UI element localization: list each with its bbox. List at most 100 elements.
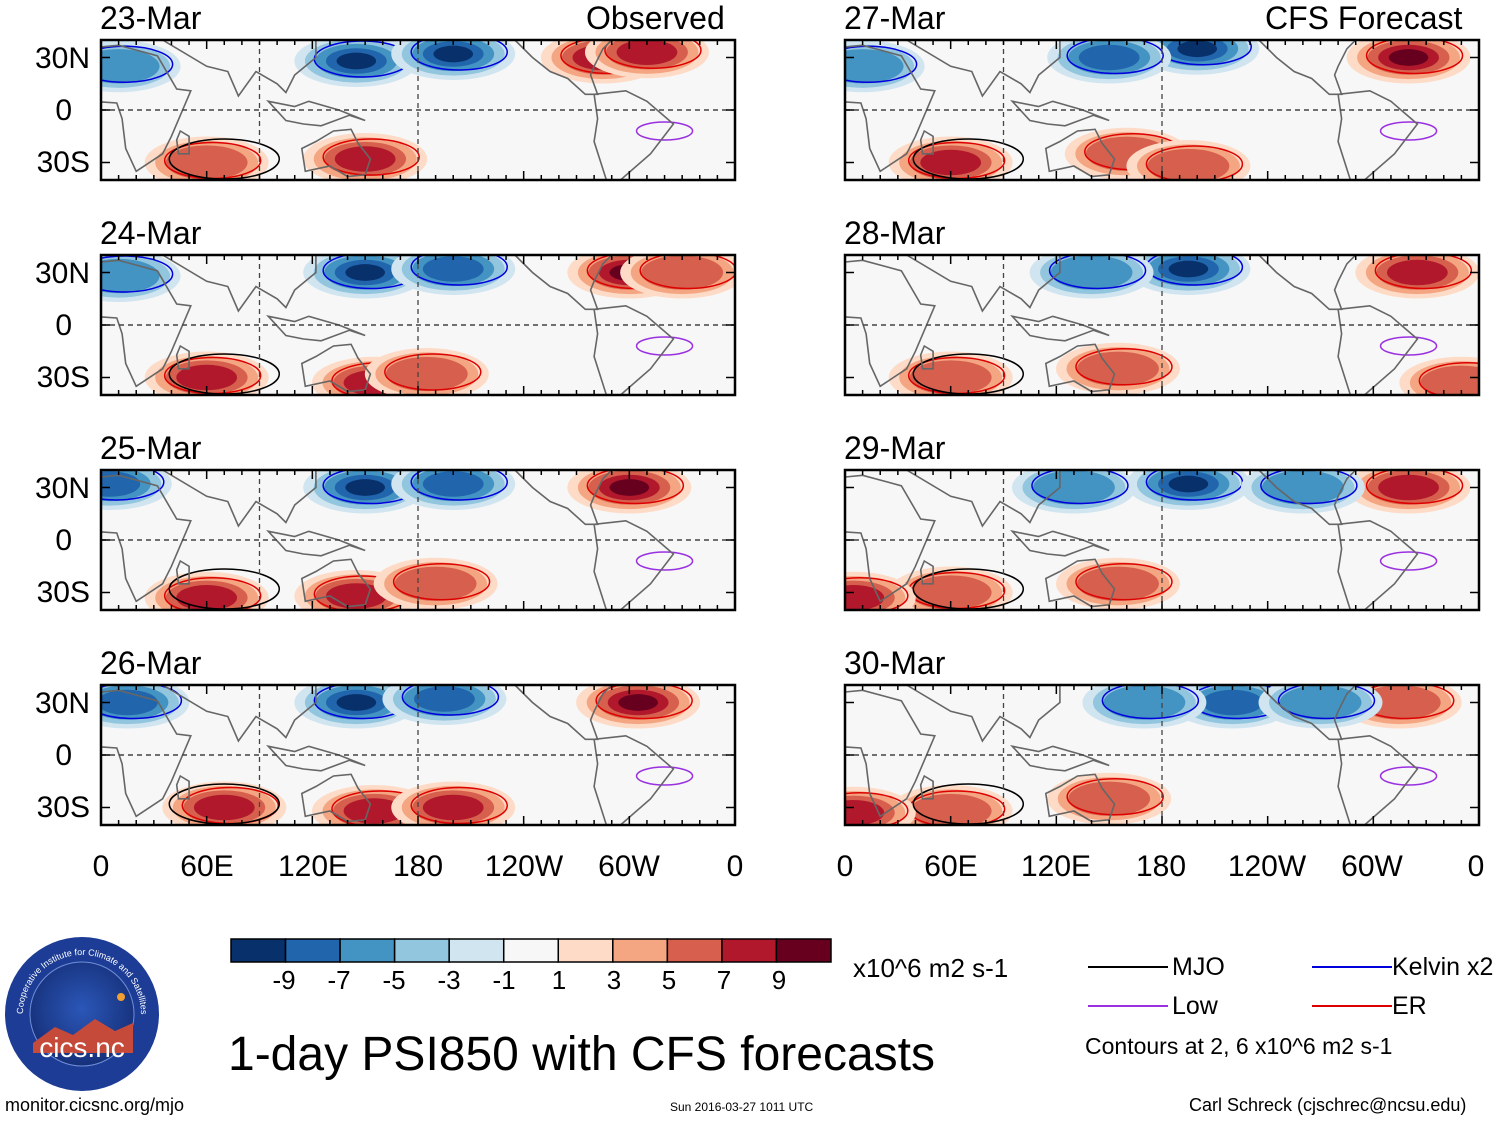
- psi-anomaly-level: [1378, 474, 1439, 501]
- wave-contour: [322, 138, 420, 176]
- psi-anomaly-level: [1078, 44, 1140, 71]
- xtick-right-120e: 120E: [1020, 850, 1092, 883]
- ytick-30s-row2: 30S: [36, 576, 90, 609]
- legend-label-er: ER: [1392, 992, 1427, 1020]
- psi-anomaly-level: [193, 794, 255, 821]
- psi-anomaly-level: [385, 356, 468, 392]
- asia-outline: [905, 470, 1061, 528]
- psi-anomaly-level: [1103, 685, 1186, 720]
- footer-timestamp: Sun 2016-03-27 1011 UTC: [670, 1100, 814, 1114]
- wave-contour: [1075, 563, 1173, 601]
- panel-date-1-2: 29-Mar: [844, 430, 946, 466]
- africa-outline: [845, 474, 936, 603]
- wave-contour: [410, 470, 508, 501]
- wave-contour: [101, 470, 165, 501]
- wave-contour: [410, 786, 508, 825]
- maritime-continent-outline: [266, 100, 366, 127]
- units-label: x10^6 m2 s-1: [853, 953, 1009, 983]
- south-america-outline: [1337, 89, 1419, 180]
- legend-line-er: [1312, 1005, 1392, 1007]
- logo-sun: [117, 993, 125, 1001]
- ytick-30n-row1: 30N: [34, 257, 90, 290]
- psi-anomaly-level: [1077, 566, 1159, 601]
- africa-outline: [845, 44, 936, 173]
- xtick-left-0: 0: [92, 850, 110, 883]
- low-contour: [635, 551, 694, 571]
- panel-30-Mar: [843, 683, 1481, 827]
- north-america-outline: [513, 40, 613, 96]
- psi-anomaly-level: [176, 585, 238, 610]
- psi-anomaly-level: [336, 694, 377, 711]
- psi-anomaly-level: [101, 689, 158, 716]
- footer-url: monitor.cicsnc.org/mjo: [5, 1095, 185, 1115]
- panel-29-Mar: [843, 468, 1481, 612]
- north-america-outline: [1257, 685, 1357, 741]
- low-contour: [1379, 551, 1438, 571]
- wave-contour: [595, 685, 693, 720]
- wave-contour: [1418, 362, 1479, 395]
- north-america-outline: [513, 685, 613, 741]
- psi-anomaly-level: [1261, 470, 1344, 505]
- contours-note: Contours at 2, 6 x10^6 m2 s-1: [1085, 1033, 1393, 1059]
- psi-anomaly-level: [101, 49, 160, 84]
- colorbar-swatch: [557, 938, 614, 963]
- psi-anomaly-level: [1386, 259, 1448, 286]
- madagascar-outline: [175, 344, 190, 370]
- low-contour: [1379, 766, 1438, 786]
- colorbar-swatch: [448, 938, 505, 963]
- xtick-right-120w: 120W: [1227, 850, 1307, 883]
- wave-contour: [163, 577, 262, 610]
- australia-outline: [300, 558, 372, 608]
- psi-anomaly-level: [1177, 40, 1218, 58]
- psi-anomaly-level: [334, 146, 396, 172]
- australia-outline: [300, 343, 372, 393]
- colorbar-swatch: [284, 938, 341, 963]
- australia-outline: [1044, 558, 1116, 608]
- psi-anomaly-level: [422, 471, 484, 497]
- colorbar-label: 3: [606, 965, 622, 995]
- north-america-outline: [1257, 40, 1357, 96]
- ytick-30s-row3: 30S: [36, 791, 90, 824]
- xtick-right-180: 180: [1135, 850, 1187, 883]
- panel-date-1-3: 30-Mar: [844, 645, 946, 681]
- panel-27-Mar: [843, 38, 1481, 182]
- wave-contour: [1075, 348, 1173, 386]
- wave-contour: [1066, 778, 1164, 816]
- psi-anomaly-level: [176, 364, 238, 391]
- maritime-continent-outline: [1010, 100, 1110, 127]
- xtick-right-360: 0: [1467, 850, 1485, 883]
- panels-svg: [99, 38, 1481, 827]
- north-america-outline: [513, 255, 613, 311]
- south-america-outline: [593, 89, 675, 180]
- psi-anomaly-level: [618, 694, 658, 711]
- psi-anomaly-level: [1033, 470, 1115, 505]
- panel-date-1-1: 28-Mar: [844, 215, 946, 251]
- legend-line-low: [1088, 1005, 1168, 1007]
- panel-23-Mar: [99, 38, 737, 182]
- legend-label-mjo: MJO: [1172, 953, 1225, 981]
- asia-outline: [905, 255, 1061, 313]
- psi-anomaly-level: [343, 798, 405, 824]
- asia-outline: [161, 255, 317, 313]
- psi-anomaly-level: [1068, 781, 1151, 816]
- ytick-eq-row3: 0: [55, 739, 72, 772]
- australia-outline: [300, 128, 372, 178]
- asia-outline: [161, 40, 317, 98]
- south-america-outline: [1337, 734, 1419, 825]
- north-america-outline: [1257, 255, 1357, 311]
- australia-outline: [1044, 128, 1116, 178]
- psi-anomaly-level: [641, 255, 724, 290]
- colorbar-swatch: [393, 938, 450, 963]
- column-label-cfs-forecast: CFS Forecast: [1265, 0, 1463, 36]
- africa-outline: [101, 259, 192, 388]
- xtick-right-60e: 60E: [924, 850, 978, 883]
- wave-contour: [101, 685, 183, 720]
- xtick-left-180: 180: [392, 850, 444, 883]
- wave-contour: [1031, 470, 1129, 505]
- wave-contour: [845, 577, 909, 610]
- colorbar-swatch: [502, 938, 560, 963]
- wave-contour: [1260, 470, 1358, 505]
- psi-anomaly-level: [1358, 685, 1441, 720]
- psi-anomaly-level: [1168, 260, 1209, 278]
